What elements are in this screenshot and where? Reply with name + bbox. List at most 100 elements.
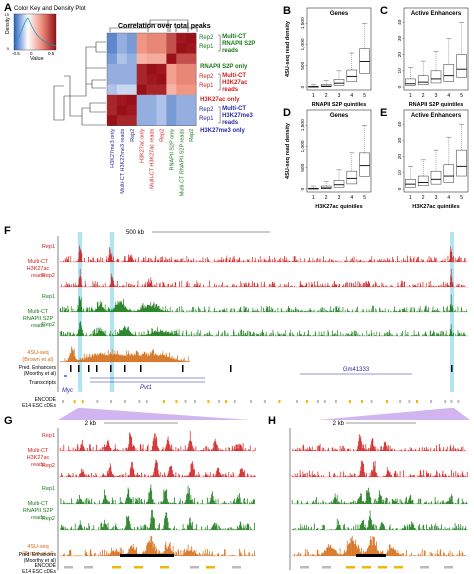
- x-tick-label: 2: [422, 195, 425, 201]
- boxplot-d: D Genes 4SU-seq read density H3K27ac quinti…: [283, 107, 372, 210]
- encode-mark: [399, 400, 402, 403]
- heatmap-cell: [156, 74, 167, 85]
- heatmap-cell: [136, 105, 147, 116]
- x-tick-label: 5: [363, 195, 366, 201]
- color-key-tick: 0.5: [48, 51, 55, 56]
- heatmap-cell: [136, 84, 147, 96]
- box: [320, 84, 332, 88]
- track-group-label: H3K27ac: [27, 455, 50, 461]
- encode-mark: [316, 400, 319, 403]
- pred-enhancer-mark: [78, 365, 80, 372]
- row-bracket: [218, 34, 221, 52]
- heatmap-cell: [186, 94, 197, 106]
- x-axis-label: H3K27ac quintiles: [412, 204, 459, 210]
- plot-title: Active Enhancers: [411, 113, 462, 119]
- x-tick-label: 3: [338, 93, 341, 99]
- heatmap-cell: [126, 115, 137, 126]
- box: [405, 179, 416, 188]
- heatmap-cell: [126, 94, 137, 106]
- encode-mark: [415, 400, 418, 403]
- y-tick-label: 30: [397, 137, 403, 143]
- boxplot-e: E Active Enhancers H3K27ac quintiles 0 10 20 3…: [380, 107, 469, 210]
- x-axis-label: H3K27ac quintiles: [315, 204, 362, 210]
- y-tick-label: 20: [397, 52, 403, 58]
- encode-mark: [62, 400, 64, 403]
- signal-track-g: [59, 535, 256, 557]
- track-group-label: (Brown et al): [22, 357, 53, 363]
- panel-letter-g: G: [4, 415, 13, 427]
- row-group-label: H3K27me3: [222, 113, 253, 119]
- encode-mark: [457, 400, 460, 403]
- pred-enhancers-label: Pred. Enhancers: [19, 552, 57, 558]
- box: [405, 78, 416, 86]
- row-group-label: Multi-CT: [222, 34, 246, 40]
- track-group-label: RNAPII S2P: [23, 508, 54, 514]
- track-group-label: reads: [31, 273, 45, 279]
- encode-mark: [408, 400, 411, 403]
- color-key-xlabel: Value: [30, 56, 44, 62]
- encode-mark-h: [362, 566, 371, 569]
- heatmap-cell: [186, 74, 197, 85]
- encode-mark: [370, 400, 373, 403]
- y-tick-label: 40: [397, 19, 403, 25]
- encode-mark-g: [190, 566, 199, 569]
- signal-track-h: [291, 460, 468, 478]
- x-tick-label: 4: [350, 93, 353, 99]
- transcripts-label: Transcripts: [29, 380, 56, 386]
- x-tick-label: 4: [447, 195, 450, 201]
- heatmap-cell: [107, 84, 118, 96]
- row-group-label: RNAPII S2P: [222, 41, 255, 47]
- heatmap-cell: [186, 84, 197, 96]
- heatmap-cell: [146, 84, 157, 96]
- box: [320, 185, 332, 189]
- pred-enhancer-mark: [451, 365, 453, 372]
- pred-enhancer-mark: [124, 365, 126, 372]
- x-tick-label: 2: [325, 195, 328, 201]
- track-group-label: Multi-CT: [28, 309, 49, 315]
- encode-label: ENCODE: [35, 397, 57, 403]
- heatmap-cell: [166, 43, 177, 54]
- column-label: Multi-CT H3K27me3 reads: [120, 128, 126, 193]
- box: [456, 54, 467, 78]
- encode-mark: [194, 400, 197, 403]
- heatmap-cell: [136, 115, 147, 126]
- heatmap-cell: [156, 105, 167, 116]
- heatmap-cell: [107, 33, 118, 44]
- y-tick-label: 500: [300, 61, 306, 69]
- x-tick-label: 5: [363, 93, 366, 99]
- y-tick-label: 0: [300, 85, 306, 88]
- panel-g-h-browser: 2 kb 2 kbRep1Multi-CTH3K27acreadsRep2Rep1…: [19, 421, 468, 574]
- row-dendrogram: [53, 41, 106, 126]
- encode-mark: [263, 400, 266, 403]
- scale-bar-label: 500 kb: [126, 230, 145, 236]
- pred-enhancers-label: (Moorthy et al): [24, 371, 57, 377]
- pred-enhancer-mark: [230, 365, 232, 372]
- heatmap-cell: [176, 105, 187, 116]
- column-label: Multi-CT H3K27ac reads: [150, 128, 156, 188]
- encode-mark: [162, 400, 165, 403]
- box: [443, 64, 455, 82]
- heatmap-cell: [176, 53, 187, 65]
- heatmap-cell: [176, 63, 187, 75]
- column-label: Rep2: [130, 129, 136, 142]
- heatmap-cell: [146, 63, 157, 75]
- y-axis-label: 4SU-seq read density: [285, 20, 291, 77]
- x-axis-label: RNAPII S2P quintiles: [409, 102, 464, 108]
- encode-mark: [386, 400, 389, 403]
- panel-letter: C: [380, 5, 388, 17]
- encode-mark: [360, 400, 363, 403]
- signal-track-h: [291, 510, 468, 531]
- track-group-label: (Brown et al): [22, 551, 53, 557]
- encode-mark: [218, 400, 221, 403]
- box: [346, 170, 358, 185]
- heatmap-cell: [107, 74, 118, 85]
- row-group-label: H3K27ac only: [200, 97, 240, 103]
- panel-letter-f: F: [4, 225, 11, 237]
- signal-track: [59, 245, 468, 263]
- heatmap-cell: [116, 115, 128, 126]
- boxplot-c: C Active Enhancers RNAPII S2P quintiles 0 10…: [380, 5, 469, 108]
- y-tick-label: 10: [397, 68, 403, 74]
- pred-enhancer-mark: [88, 365, 90, 372]
- encode-mark-g: [160, 566, 169, 569]
- boxplot-panels: B Genes 4SU-seq read density RNAPII S2P qui…: [283, 5, 469, 210]
